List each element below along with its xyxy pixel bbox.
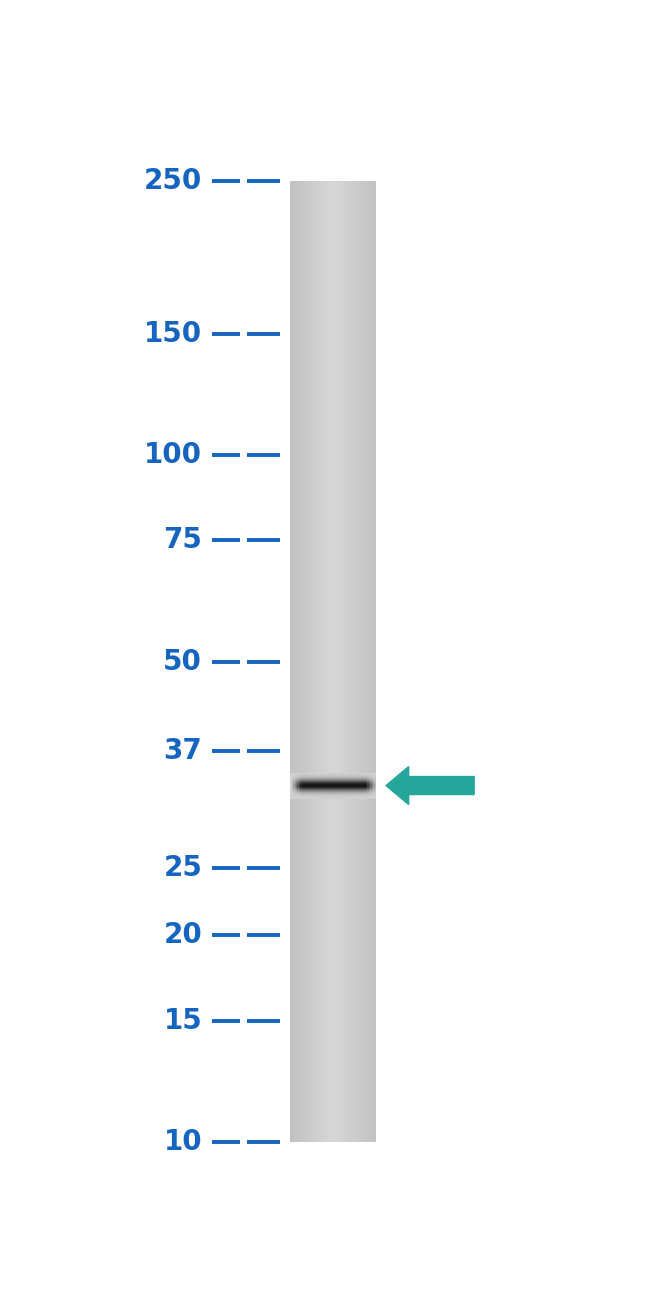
Bar (342, 181, 343, 1141)
Text: 75: 75 (163, 526, 202, 555)
Bar (315, 181, 316, 1141)
Bar (304, 181, 305, 1141)
Bar (331, 181, 332, 1141)
Bar (326, 181, 327, 1141)
Bar (357, 181, 358, 1141)
Bar (347, 181, 348, 1141)
Bar (299, 181, 300, 1141)
Bar (375, 181, 376, 1141)
Text: 25: 25 (163, 854, 202, 883)
Bar (374, 181, 375, 1141)
Text: 150: 150 (144, 320, 202, 347)
Bar (324, 181, 326, 1141)
Bar (345, 181, 346, 1141)
Bar (332, 181, 333, 1141)
Bar (348, 181, 350, 1141)
Bar (369, 181, 370, 1141)
Bar (309, 181, 310, 1141)
Bar (311, 181, 312, 1141)
Bar (297, 181, 298, 1141)
Bar (370, 181, 372, 1141)
Bar (358, 181, 359, 1141)
Bar (341, 181, 342, 1141)
Bar (328, 181, 329, 1141)
Bar (323, 181, 324, 1141)
Bar (338, 181, 339, 1141)
Bar (330, 181, 331, 1141)
Bar (344, 181, 345, 1141)
Text: 20: 20 (163, 922, 202, 949)
Text: 15: 15 (163, 1008, 202, 1035)
Bar (353, 181, 354, 1141)
Bar (354, 181, 356, 1141)
Bar (356, 181, 357, 1141)
Bar (308, 181, 309, 1141)
Bar (294, 181, 296, 1141)
Bar (317, 181, 318, 1141)
Bar (366, 181, 367, 1141)
Bar (362, 181, 363, 1141)
Bar (352, 181, 353, 1141)
Bar (367, 181, 369, 1141)
Bar (293, 181, 294, 1141)
Bar (339, 181, 340, 1141)
Text: 10: 10 (164, 1128, 202, 1156)
Bar (318, 181, 319, 1141)
Bar (361, 181, 362, 1141)
Bar (291, 181, 292, 1141)
Bar (359, 181, 361, 1141)
Bar (302, 181, 303, 1141)
Bar (292, 181, 293, 1141)
Bar (335, 181, 337, 1141)
Bar (296, 181, 297, 1141)
Bar (316, 181, 317, 1141)
Bar (300, 181, 302, 1141)
Bar (310, 181, 311, 1141)
Bar (319, 181, 320, 1141)
Bar (343, 181, 344, 1141)
Bar (333, 181, 334, 1141)
Bar (298, 181, 299, 1141)
FancyArrow shape (386, 767, 474, 805)
Text: 100: 100 (144, 441, 202, 468)
Bar (321, 181, 322, 1141)
Bar (373, 181, 374, 1141)
Bar (327, 181, 328, 1141)
Bar (312, 181, 313, 1141)
Bar (329, 181, 330, 1141)
Bar (351, 181, 352, 1141)
Bar (307, 181, 308, 1141)
Bar (313, 181, 315, 1141)
Bar (334, 181, 335, 1141)
Bar (365, 181, 366, 1141)
Bar (306, 181, 307, 1141)
Bar (340, 181, 341, 1141)
Bar (303, 181, 304, 1141)
Text: 50: 50 (163, 647, 202, 676)
Bar (350, 181, 351, 1141)
Bar (346, 181, 347, 1141)
Text: 37: 37 (163, 737, 202, 766)
Bar (337, 181, 338, 1141)
Text: 250: 250 (144, 166, 202, 195)
Bar (372, 181, 373, 1141)
Bar (364, 181, 365, 1141)
Bar (322, 181, 323, 1141)
Bar (363, 181, 364, 1141)
Bar (320, 181, 321, 1141)
